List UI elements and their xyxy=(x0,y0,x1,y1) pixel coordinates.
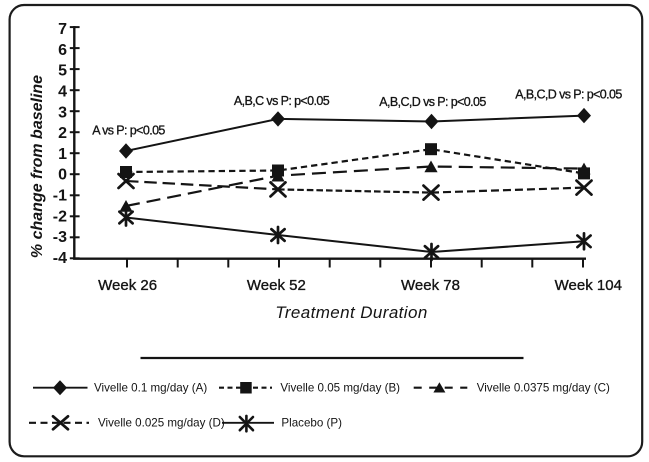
svg-text:Treatment Duration: Treatment Duration xyxy=(275,303,427,322)
svg-text:6: 6 xyxy=(58,42,67,59)
svg-text:A vs P: p<0.05: A vs P: p<0.05 xyxy=(92,124,165,138)
svg-text:Week 26: Week 26 xyxy=(98,277,157,294)
svg-text:A,B,C,D vs P: p<0.05: A,B,C,D vs P: p<0.05 xyxy=(379,95,486,109)
svg-text:1: 1 xyxy=(58,146,67,163)
svg-text:3: 3 xyxy=(58,104,67,121)
svg-text:Week 78: Week 78 xyxy=(401,277,460,294)
svg-text:% change from baseline: % change from baseline xyxy=(29,75,46,258)
svg-text:A,B,C vs P: p<0.05: A,B,C vs P: p<0.05 xyxy=(234,94,330,108)
svg-text:-1: -1 xyxy=(53,188,67,205)
svg-text:5: 5 xyxy=(58,63,67,80)
svg-text:0: 0 xyxy=(58,167,67,184)
svg-text:Placebo (P): Placebo (P) xyxy=(281,417,342,430)
svg-text:2: 2 xyxy=(58,125,67,142)
svg-text:Vivelle 0.1 mg/day (A): Vivelle 0.1 mg/day (A) xyxy=(94,382,207,395)
svg-text:Vivelle 0.025 mg/day (D): Vivelle 0.025 mg/day (D) xyxy=(98,417,225,430)
svg-text:A,B,C,D vs P: p<0.05: A,B,C,D vs P: p<0.05 xyxy=(515,88,622,102)
svg-text:-2: -2 xyxy=(53,208,67,225)
svg-text:Week 52: Week 52 xyxy=(247,277,306,294)
svg-text:Vivelle 0.05 mg/day (B): Vivelle 0.05 mg/day (B) xyxy=(280,382,400,395)
svg-text:7: 7 xyxy=(58,21,67,38)
svg-text:Week 104: Week 104 xyxy=(555,277,622,294)
svg-text:Vivelle 0.0375 mg/day (C): Vivelle 0.0375 mg/day (C) xyxy=(477,382,610,395)
svg-text:-4: -4 xyxy=(53,250,67,267)
svg-text:4: 4 xyxy=(58,84,67,101)
svg-text:-3: -3 xyxy=(53,229,67,246)
